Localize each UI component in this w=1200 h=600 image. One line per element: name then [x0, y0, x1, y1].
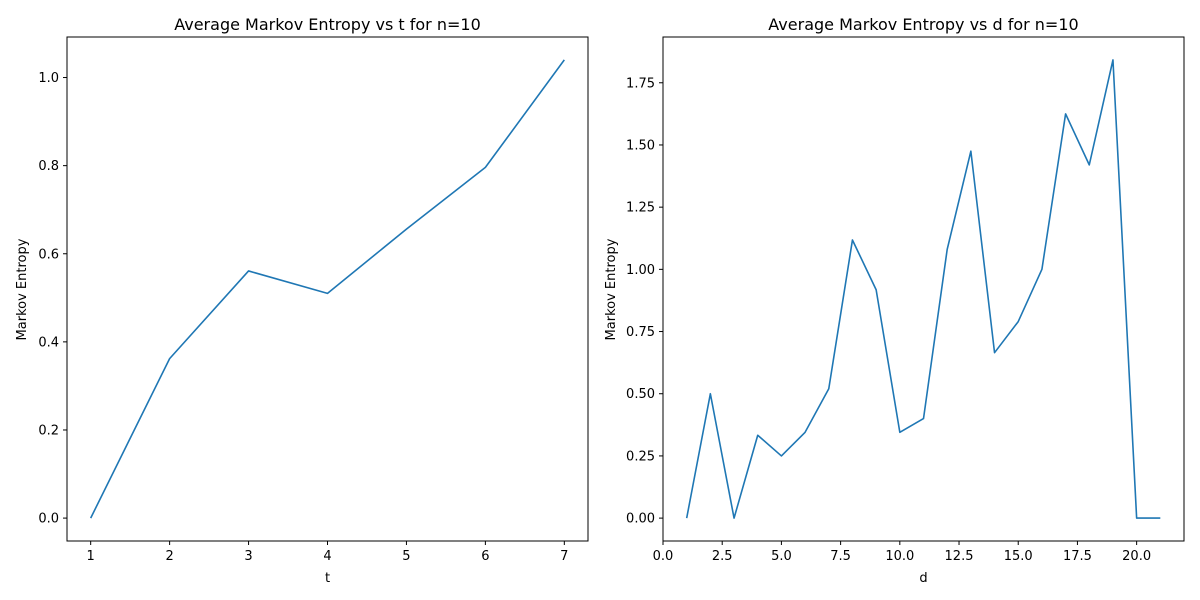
left-chart-x-tick-label: 4: [323, 549, 331, 564]
left-chart-x-tick-label: 7: [560, 549, 568, 564]
right-chart-x-tick-label: 10.0: [885, 549, 914, 564]
left-chart-x-tick-label: 2: [165, 549, 173, 564]
right-chart-x-tick-label: 15.0: [1004, 549, 1033, 564]
right-chart-y-tick-label: 1.50: [626, 138, 655, 153]
right-chart-y-tick-label: 0.75: [626, 325, 655, 340]
right-chart-series-line: [685, 59, 1161, 519]
right-chart-x-tick-label: 20.0: [1122, 549, 1151, 564]
left-chart-x-axis-label: t: [325, 571, 330, 586]
left-chart-x-tick-label: 6: [481, 549, 489, 564]
right-chart-y-tick-label: 1.75: [626, 76, 655, 91]
right-chart-y-tick-label: 1.25: [626, 201, 655, 216]
right-chart-y-axis-label: Markov Entropy: [604, 238, 619, 340]
left-chart-y-tick-label: 0.8: [38, 159, 59, 174]
right-chart-x-axis-label: d: [919, 571, 927, 586]
right-chart-y-tick-label: 0.25: [626, 449, 655, 464]
left-chart-plot-area: 1 2 3 4 5 6 7 0.0 0.2 0.4 0.6 0.8 1.0: [38, 36, 589, 564]
left-chart-y-tick-label: 0.2: [38, 423, 59, 438]
right-chart-x-tick-label: 2.5: [712, 549, 733, 564]
right-chart-title: Average Markov Entropy vs d for n=10: [768, 15, 1078, 34]
left-chart: Average Markov Entropy vs t for n=10 t M…: [15, 15, 589, 586]
left-chart-x-tick-label: 3: [244, 549, 252, 564]
left-chart-x-tick-label: 5: [402, 549, 410, 564]
left-chart-series-line: [89, 59, 565, 519]
right-chart-axes-frame: [662, 36, 1185, 542]
right-chart-y-tick-label: 0.50: [626, 387, 655, 402]
left-chart-y-tick-label: 0.0: [38, 512, 59, 527]
left-chart-title: Average Markov Entropy vs t for n=10: [174, 15, 481, 34]
right-chart-x-tick-label: 12.5: [945, 549, 974, 564]
right-chart: Average Markov Entropy vs d for n=10 d M…: [604, 15, 1185, 586]
right-chart-x-tick-label: 0.0: [653, 549, 674, 564]
right-chart-x-tick-label: 17.5: [1063, 549, 1092, 564]
left-chart-y-tick-label: 0.4: [38, 335, 59, 350]
left-chart-y-tick-label: 1.0: [38, 71, 59, 86]
right-chart-plot-area: 0.0 2.5 5.0 7.5 10.0 12.5 15.0 17.5 20.0 0.00 0.25…: [626, 36, 1185, 564]
right-chart-x-tick-label: 5.0: [771, 549, 792, 564]
right-chart-x-tick-label: 7.5: [830, 549, 851, 564]
left-chart-y-tick-label: 0.6: [38, 247, 59, 262]
left-chart-x-tick-label: 1: [87, 549, 95, 564]
left-chart-y-axis-label: Markov Entropy: [15, 238, 30, 340]
right-chart-y-tick-label: 1.00: [626, 263, 655, 278]
right-chart-y-tick-label: 0.00: [626, 512, 655, 527]
